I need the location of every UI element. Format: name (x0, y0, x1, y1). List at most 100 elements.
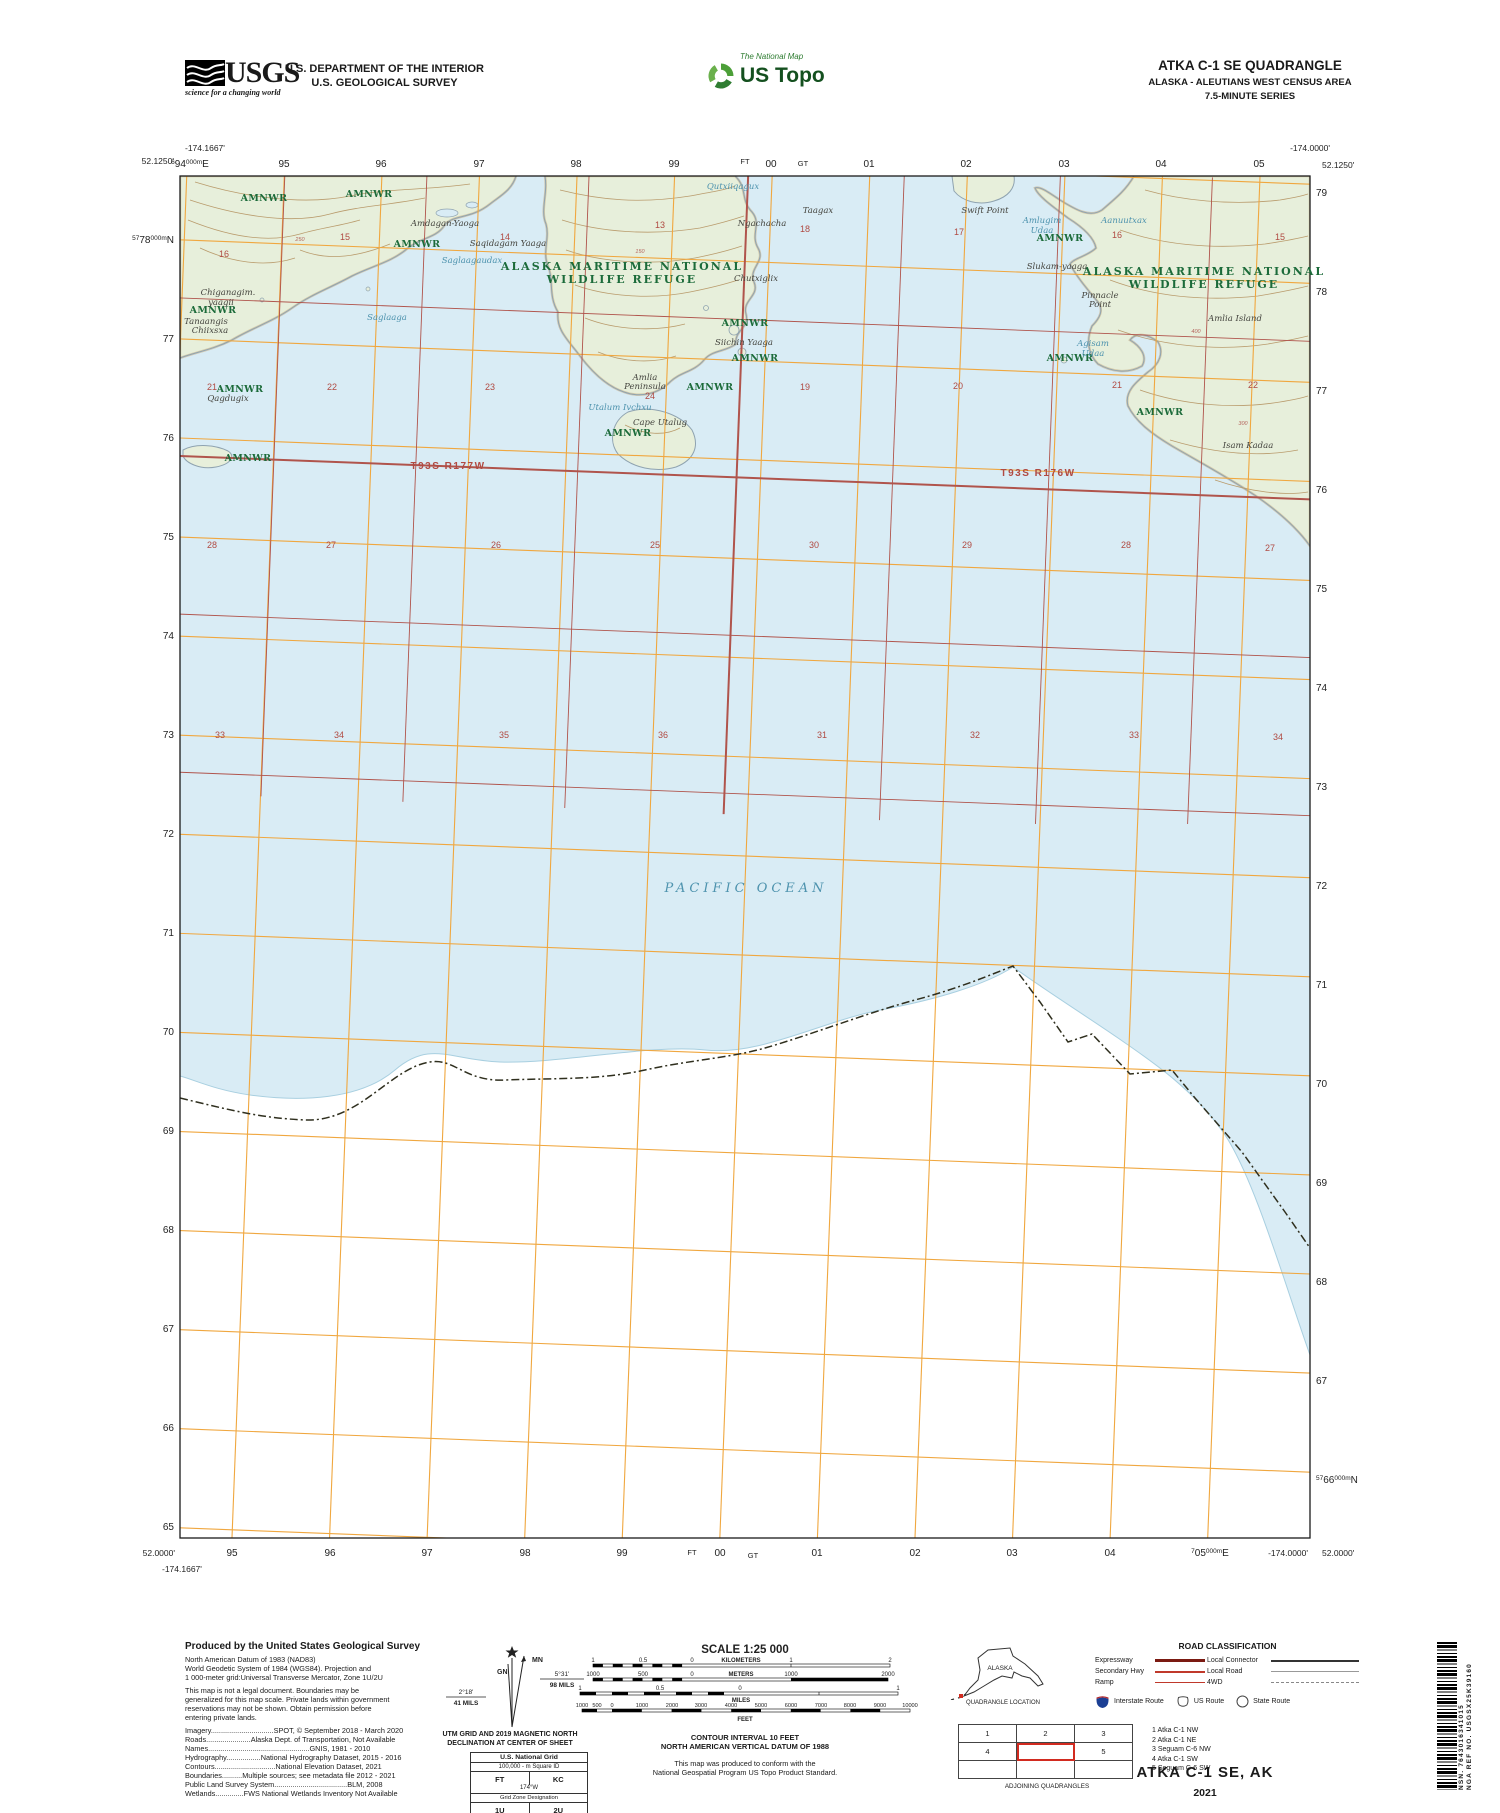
grid-label: 77 (1316, 386, 1328, 397)
route-label: US Route (1193, 1698, 1225, 1705)
nga-label: NGA REF NO. (1466, 1734, 1473, 1790)
ocean-data-boundary (180, 966, 1310, 1356)
scale-tick: 5000 (755, 1703, 767, 1709)
adjoining-cell: 4 (958, 1742, 1017, 1761)
adjoining-quadrangles-grid: 1 2 3 4 5 (958, 1724, 1133, 1779)
scale-tick: 1 (591, 1658, 595, 1664)
refuge-name: ALASKA MARITIME NATIONAL (1082, 265, 1325, 278)
place-names: Amdagan-Yaoga Saqidagam Yaaga Chiganagim… (184, 206, 1273, 451)
route-label: Interstate Route (1114, 1698, 1164, 1705)
scale-bars: SCALE 1:25 000 1 0.5 0 KILOMETERS 1 2 10… (576, 1644, 918, 1723)
grid-label: 66 (163, 1423, 175, 1434)
water-name: Utalum Ivchxu (588, 403, 651, 413)
section-numbers: 16 15 14 13 18 17 16 15 21 22 23 24 19 2… (207, 220, 1285, 742)
place-name: Point (1088, 300, 1112, 310)
quadrangle-location-caption: QUADRANGLE LOCATION (966, 1700, 1040, 1706)
nga-ref-number: NGA REF NO. USGSX25K39160 (1466, 1630, 1473, 1790)
road-type-label: 4WD (1207, 1679, 1223, 1686)
zone-label: GT (748, 1551, 759, 1560)
grid-label: 73 (1316, 782, 1328, 793)
scale-tick: 0 (610, 1703, 613, 1709)
section-number: 17 (954, 227, 964, 237)
vertical-datum-note: NORTH AMERICAN VERTICAL DATUM OF 1988 (660, 1742, 830, 1751)
section-number: 32 (970, 730, 980, 740)
grid-label: 75 (163, 532, 175, 543)
declination-degrees: 2°18' (459, 1688, 474, 1696)
barcode (1437, 1642, 1457, 1790)
corner-coord: 52.1250' (1322, 160, 1355, 170)
grid-label: 03 (1006, 1548, 1018, 1559)
map-neatline (179, 175, 1311, 1539)
grid-label: 76 (163, 433, 175, 444)
credit-line: Boundaries..........Multiple sources; se… (185, 1771, 396, 1780)
scale-tick: 0 (690, 1672, 694, 1678)
section-number: 27 (1265, 543, 1275, 553)
local-road-line-sample (1271, 1671, 1359, 1672)
sheet-title-block: ATKA C-1 SE, AK 2021 (1095, 1764, 1315, 1799)
feet-bar (581, 1708, 911, 1713)
usng-square-id: 100,000 - m Square ID (498, 1764, 560, 1770)
water-name: Udaa (1031, 226, 1054, 236)
grid-label: 99 (616, 1548, 628, 1559)
water-name: Saglaaga (367, 313, 407, 323)
state-route-circle-icon (1236, 1695, 1249, 1708)
legal-line: reservations may not be shown. Obtain pe… (185, 1704, 372, 1713)
alaska-outline (962, 1647, 1044, 1698)
conformance-note: National Geospatial Program US Topo Prod… (652, 1768, 838, 1777)
place-name: Amlia Island (1207, 314, 1262, 324)
place-name: Chutxiglix (734, 274, 778, 284)
km-bar (592, 1663, 891, 1668)
grid-label: 95 (226, 1548, 238, 1559)
road-classification-title: ROAD CLASSIFICATION (1178, 1641, 1277, 1651)
quadrangle-subtitle: ALASKA - ALEUTIANS WEST CENSUS AREA (1148, 77, 1352, 88)
credit-line: Roads......................Alaska Dept. … (185, 1735, 396, 1744)
zone-label: GT (798, 159, 809, 168)
water-name: Saglaagaudax (442, 256, 503, 266)
scale-unit: MILES (732, 1698, 750, 1704)
adjoining-cell (1016, 1760, 1075, 1779)
islet (703, 305, 709, 311)
map-notes: CONTOUR INTERVAL 10 FEET NORTH AMERICAN … (560, 1733, 930, 1777)
section-number: 28 (207, 540, 217, 550)
place-name: Taagax (803, 206, 834, 216)
grid-label: 00 (765, 159, 777, 170)
scale-tick: 0.5 (656, 1686, 665, 1692)
declination-mils: 41 MILS (454, 1700, 479, 1707)
lagoon (435, 208, 459, 218)
refuge-abbrev: AMNWR (240, 193, 288, 204)
section-number: 21 (1112, 380, 1122, 390)
landmass-outline (1034, 176, 1310, 547)
legal-line: generalized for this map scale. Private … (185, 1695, 390, 1704)
grid-label: 71 (163, 928, 175, 939)
islet (365, 286, 371, 292)
us-route-shield-icon (1177, 1696, 1189, 1707)
place-name: Peninsula (623, 382, 666, 392)
mn-label: MN (532, 1657, 543, 1664)
landmass-outline (543, 176, 761, 396)
grid-label: 99 (668, 159, 680, 170)
section-number: 34 (334, 730, 344, 740)
scale-tick: 1000 (586, 1672, 600, 1678)
nsn-label: NSN. (1458, 1769, 1465, 1790)
magnetic-north-arrow-icon (521, 1656, 526, 1662)
refuge-abbrev: AMNWR (731, 353, 779, 364)
adjoining-list-item: 2 Atka C-1 NE (1152, 1736, 1197, 1744)
section-number: 14 (500, 232, 510, 242)
section-number: 35 (499, 730, 509, 740)
place-name: Qagdugix (207, 394, 249, 404)
contour-interval-note: CONTOUR INTERVAL 10 FEET (690, 1733, 800, 1742)
grid-label: 72 (163, 829, 175, 840)
zone-label: FT (740, 157, 750, 166)
place-name: Amdagan-Yaoga (410, 219, 479, 229)
refuge-abbrev: AMNWR (686, 382, 734, 393)
datum-line: 1 000-meter grid:Universal Transverse Me… (185, 1673, 383, 1682)
current-quadrangle-cell (1016, 1742, 1075, 1761)
section-number: 24 (645, 391, 655, 401)
scale-tick: 500 (638, 1672, 649, 1678)
refuge-abbrev: AMNWR (1036, 233, 1084, 244)
water-name: Aanuutxax (1100, 216, 1147, 226)
national-map-label: The National Map (740, 52, 804, 61)
refuge-abbrev: AMNWR (1136, 407, 1184, 418)
township-labels: T93S R177W T93S R176W (410, 461, 1074, 479)
